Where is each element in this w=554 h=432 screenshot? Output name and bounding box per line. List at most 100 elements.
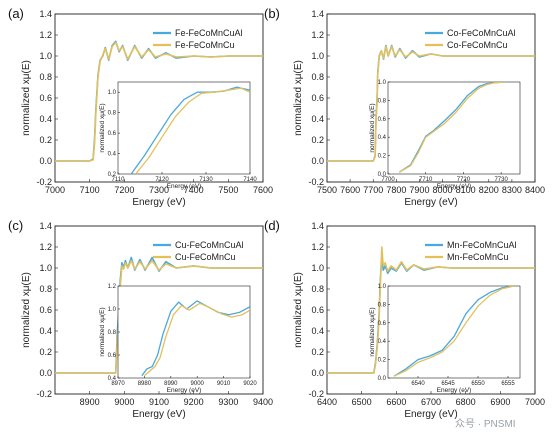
main-ytick-label: 0.0 [39,368,52,378]
main-ytick-label: 1.2 [311,242,324,252]
main-ytick-label: 0.8 [311,284,324,294]
main-xtick-label: 7100 [80,185,100,195]
i2-series-b [143,302,250,377]
inset-ytick-label: 0.8 [108,111,117,117]
main-ytick-label: 1.0 [311,263,324,273]
inset-xtick-label: 6540 [411,381,425,387]
main-ytick-label: 1.2 [311,30,324,40]
inset-xtick-label: 7710 [419,177,433,183]
inset-ytick-label: 0.0 [378,376,387,382]
main-ytick-label: 1.4 [39,221,52,231]
main-ytick-label: 0.6 [39,93,52,103]
p0-series-b [55,41,263,162]
legend-entry: Co-FeCoMnCuAl [447,28,516,38]
main-xtick-label: 6500 [352,397,372,407]
inset-ytick-label: 0.6 [378,117,387,123]
i2-series-a [141,300,250,377]
x-axis-label: Energy (eV) [404,197,457,208]
panel-label: (c) [8,218,23,233]
main-ytick-label: 0.4 [311,114,324,124]
inset-x-axis-label: Energy (eV) [437,183,472,190]
i3-series-b [393,286,515,377]
inset-xtick-label: 8990 [164,381,178,387]
inset-frame [387,81,521,175]
inset-xtick-label: 9010 [217,381,231,387]
main-ytick-label: 0.4 [311,326,324,336]
main-xtick-label: 8400 [525,185,545,195]
main-ytick-label: 0.4 [39,326,52,336]
x-axis-label: Energy (eV) [132,409,185,420]
y-axis-label: normalized xμ(E) [21,60,32,136]
main-xtick-label: 8000 [433,185,453,195]
inset-ytick-label: 1.0 [108,90,117,96]
main-ytick-label: 0.6 [39,305,52,315]
legend-entry: Mn-FeCoMnCuAl [447,240,517,250]
i1-series-a [398,82,505,173]
main-xtick-label: 7500 [218,185,238,195]
inset-ytick-label: 0.4 [108,376,117,382]
main-ytick-label: 0.0 [39,156,52,166]
main-ytick-label: 0.6 [311,93,324,103]
main-ytick-label: 1.2 [39,242,52,252]
inset-xtick-label: 7700 [381,177,395,183]
inset-xtick-label: 7120 [155,177,169,183]
legend-entry: Fe-FeCoMnCuAl [175,28,243,38]
legend-entry: Cu-FeCoMnCu [175,252,236,262]
inset-y-axis-label: normalized xμ(E) [99,307,106,356]
main-ytick-label: 0.8 [39,284,52,294]
main-xtick-label: 7200 [114,185,134,195]
inset-xtick-label: 6550 [471,381,485,387]
inset-x-axis-label: Energy (eV) [167,387,202,394]
inset-ytick-label: 0.6 [378,321,387,327]
main-xtick-label: 9000 [114,397,134,407]
main-xtick-label: 7000 [525,397,545,407]
panel-d: 6400 6500 6600 6700 6800 6900 7000 -0.2 0.0 0.2 0.… [264,218,545,420]
inset-ytick-label: 0.6 [108,131,117,137]
main-ytick-label: 1.4 [311,221,324,231]
inset-xtick-label: 9020 [243,381,257,387]
inset-xtick-label: 6545 [441,381,455,387]
main-xtick-label: 6800 [456,397,476,407]
inset-ytick-label: 0.8 [108,330,117,336]
inset-ytick-label: 0.6 [108,353,117,359]
inset-ytick-label: 0.4 [108,152,117,158]
inset-xtick-label: 6555 [501,381,515,387]
main-ytick-label: 0.2 [311,347,324,357]
inset-y-axis-label: normalized xμ(E) [369,103,376,152]
inset-xtick-label: 7130 [199,177,213,183]
inset-x-axis-label: Energy (eV) [437,387,472,394]
main-ytick-label: 0.0 [311,368,324,378]
main-ytick-label: -0.2 [36,177,52,187]
main-ytick-label: 1.4 [311,9,324,19]
main-ytick-label: -0.2 [36,389,52,399]
main-ytick-label: -0.2 [308,389,324,399]
inset-ytick-label: 0.4 [378,339,387,345]
panel-label: (b) [264,6,280,21]
inset-xtick-label: 7730 [494,177,508,183]
main-xtick-label: 7000 [45,185,65,195]
inset-xtick-label: 9000 [191,381,205,387]
panel-label: (d) [264,218,280,233]
main-xtick-label: 6400 [317,397,337,407]
inset-xtick-label: 8970 [111,381,125,387]
main-ytick-label: 0.0 [311,156,324,166]
inset-ytick-label: 0.2 [378,358,387,364]
inset-y-axis-label: normalized xμ(E) [369,307,376,356]
main-xtick-label: 7500 [317,185,337,195]
main-ytick-label: 0.2 [39,347,52,357]
y-axis-label: normalized xμ(E) [21,272,32,348]
inset-x-axis-label: Energy (eV) [167,183,202,190]
main-xtick-label: 8900 [80,397,100,407]
y-axis-label: normalized xμ(E) [293,272,304,348]
main-ytick-label: 1.0 [311,51,324,61]
inset-ytick-label: 0.8 [378,98,387,104]
p3-series-b [327,246,535,374]
watermark: 众号 · PNSMI [455,419,516,430]
inset-ytick-label: 0.8 [378,302,387,308]
inset-ytick-label: 1.2 [108,284,117,290]
inset-ytick-label: 0.0 [378,172,387,178]
main-xtick-label: 7800 [386,185,406,195]
main-xtick-label: 8300 [502,185,522,195]
inset-plot: 8970 8980 8990 9000 9010 9020 0.4 0.6 0.8 1.0 1.2 E… [99,284,257,394]
